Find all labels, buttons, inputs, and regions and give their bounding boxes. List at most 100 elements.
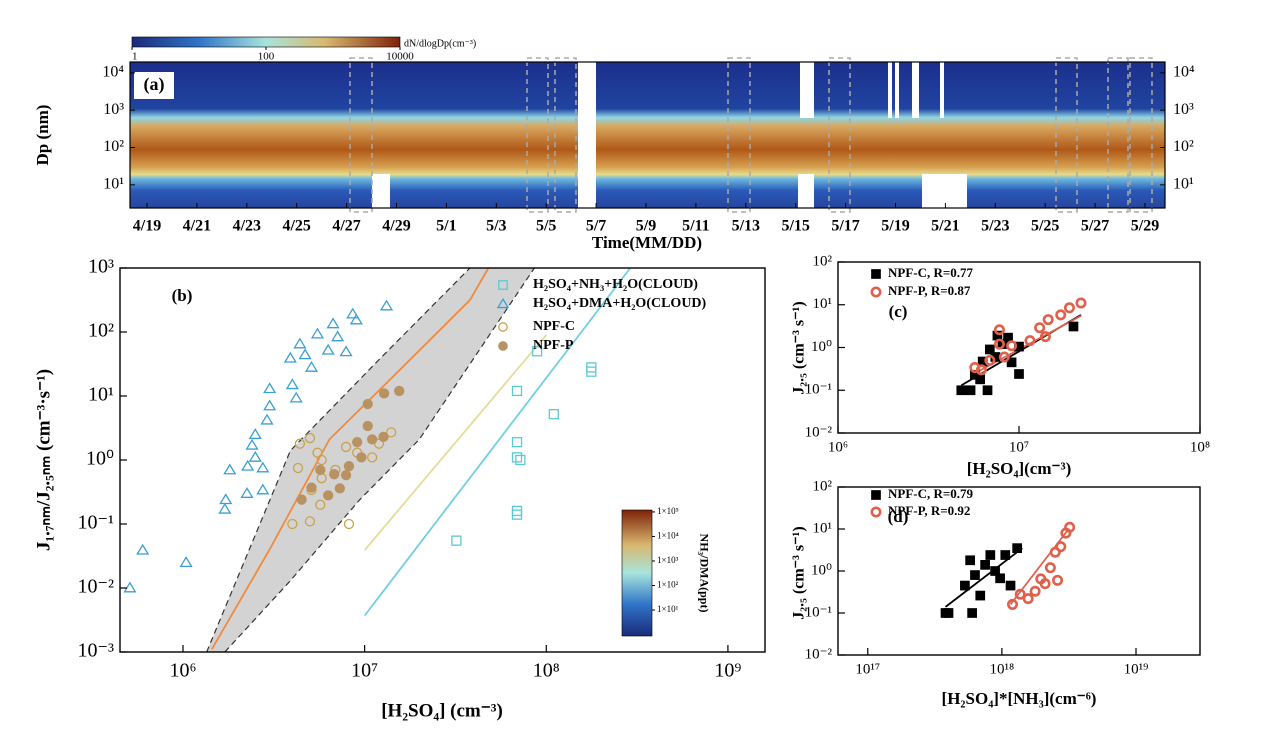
marker-triangle xyxy=(240,487,254,498)
marker-circle xyxy=(1049,546,1061,558)
marker-circle xyxy=(378,388,390,399)
data-gap xyxy=(940,62,944,118)
y-tick-label: 10² xyxy=(88,320,114,342)
y-tick-label: 10² xyxy=(103,138,124,155)
marker-circle xyxy=(498,322,508,332)
marker-square xyxy=(548,409,559,420)
marker-square xyxy=(511,505,523,517)
marker-square xyxy=(975,590,986,601)
y-tick-label: 10⁰ xyxy=(811,562,832,578)
marker-square xyxy=(515,454,526,466)
marker-circle xyxy=(998,351,1010,363)
x-tick-label: 10⁷ xyxy=(351,660,378,682)
x-tick-label: 4/21 xyxy=(183,218,211,235)
marker-circle xyxy=(356,452,367,463)
panel-label: (d) xyxy=(888,507,909,526)
y-tick-label: 10² xyxy=(813,253,833,269)
marker-circle xyxy=(287,518,298,530)
x-tick-label: 5/3 xyxy=(486,218,506,235)
colorbar xyxy=(131,36,401,48)
data-gap xyxy=(798,174,814,208)
event-box xyxy=(349,57,373,213)
marker-circle xyxy=(362,420,373,432)
marker-circle xyxy=(343,461,355,472)
legend-label: NPF-P xyxy=(533,338,574,353)
x-tick-label: 10⁷ xyxy=(1009,439,1029,455)
colorbar-tick-label: 100 xyxy=(258,51,275,63)
marker-square xyxy=(586,366,597,377)
marker-square xyxy=(980,560,990,570)
marker-triangle xyxy=(346,307,360,319)
y2-tick-label: 10⁴ xyxy=(1173,64,1195,81)
x-tick-label: 10⁶ xyxy=(828,439,848,455)
x-tick-label: 5/11 xyxy=(682,218,710,235)
panel-label: (c) xyxy=(889,302,908,321)
marker-triangle xyxy=(349,313,363,325)
x-tick-label: 5/1 xyxy=(436,218,456,235)
x-tick-label: 5/15 xyxy=(781,218,809,235)
marker-circle xyxy=(870,506,882,518)
colorbar-tick-label: 1×10¹ xyxy=(657,604,679,614)
y-tick-label: 10³ xyxy=(88,256,114,278)
marker-circle xyxy=(296,494,307,505)
y2-tick-label: 10³ xyxy=(1173,101,1194,118)
y2-tick-label: 10¹ xyxy=(1173,176,1194,193)
marker-triangle xyxy=(321,343,335,355)
marker-circle xyxy=(329,469,340,480)
legend-label: H₂SO₄+DMA+H₂O(CLOUD) xyxy=(533,296,707,311)
colorbar-tick-label: 1×10³ xyxy=(657,555,679,565)
y-tick-label: 10⁻¹ xyxy=(805,604,832,620)
marker-triangle xyxy=(339,345,353,357)
y2-tick-label: 10² xyxy=(1173,138,1194,155)
marker-triangle xyxy=(283,351,297,363)
colorbar-tick-label: 1×10⁴ xyxy=(657,531,679,541)
marker-circle xyxy=(1014,588,1026,600)
x-tick-label: 4/25 xyxy=(282,218,310,235)
marker-square xyxy=(970,570,980,580)
marker-square xyxy=(984,344,995,355)
legend-label: NPF-P, R=0.92 xyxy=(888,503,970,518)
y-tick-label: 10⁻³ xyxy=(77,640,114,662)
marker-square xyxy=(943,608,954,618)
marker-triangle xyxy=(304,360,319,372)
marker-circle xyxy=(1039,331,1051,343)
marker-square xyxy=(511,509,523,520)
x-tick-label: 10¹⁸ xyxy=(990,661,1015,677)
marker-circle xyxy=(304,516,316,527)
colorbar-label: dN/dlogDp(cm⁻³) xyxy=(404,38,476,49)
x-tick-label: 5/9 xyxy=(636,218,656,235)
marker-square xyxy=(871,269,881,279)
y-axis-label: J₁.₇ₙₘ/J₂.₅ₙₘ (cm⁻³·s⁻¹) xyxy=(33,369,54,551)
fit-line xyxy=(206,268,471,652)
marker-circle xyxy=(1007,598,1019,610)
event-box xyxy=(554,57,577,213)
marker-circle xyxy=(975,364,987,376)
panel-label-bg xyxy=(134,72,174,99)
marker-triangle xyxy=(219,493,233,505)
event-box xyxy=(1055,57,1078,213)
marker-circle xyxy=(394,385,405,397)
marker-circle xyxy=(343,518,355,530)
x-axis-label: [H₂SO₄](cm⁻³) xyxy=(967,459,1072,478)
marker-circle xyxy=(315,464,326,476)
marker-circle xyxy=(340,469,352,481)
marker-circle xyxy=(1055,541,1067,553)
marker-circle xyxy=(1044,562,1056,574)
x-tick-label: 5/23 xyxy=(981,218,1009,235)
band-fill xyxy=(206,268,535,652)
marker-square xyxy=(511,452,523,463)
marker-triangle xyxy=(326,317,340,329)
marker-triangle xyxy=(248,428,262,440)
marker-square xyxy=(498,280,508,290)
data-gap xyxy=(912,62,919,118)
marker-triangle xyxy=(256,483,270,495)
marker-circle xyxy=(870,286,882,298)
marker-circle xyxy=(1063,302,1075,314)
colorbar xyxy=(621,509,653,637)
x-tick-label: 10⁶ xyxy=(169,660,196,682)
marker-circle xyxy=(1039,578,1051,590)
marker-triangle xyxy=(245,438,259,450)
marker-circle xyxy=(315,499,326,510)
marker-triangle xyxy=(248,450,262,462)
